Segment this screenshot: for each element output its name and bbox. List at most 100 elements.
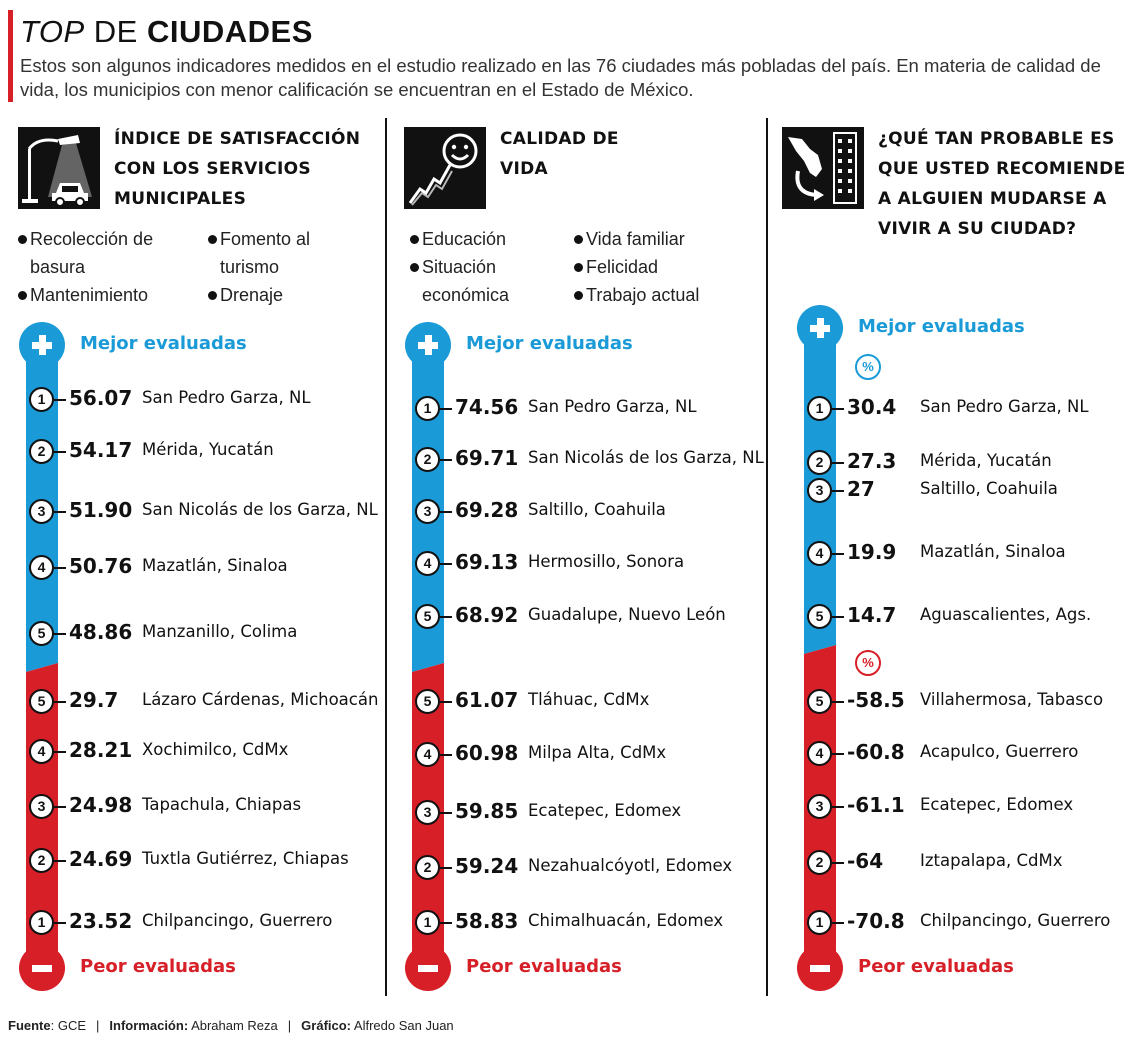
city-label: Ecatepec, Edomex [528,801,682,820]
city-label: Iztapalapa, CdMx [920,851,1063,870]
rank-badge: 4 [415,551,440,576]
rank-badge: 3 [807,478,832,503]
value-label: 69.71 [455,446,519,470]
city-label: Guadalupe, Nuevo León [528,605,726,624]
city-label: Mérida, Yucatán [142,440,274,459]
row-tick [54,399,66,401]
rank-badge: 2 [29,848,54,873]
value-label: 24.98 [69,793,133,817]
row-tick [832,862,844,864]
rank-badge: 5 [807,604,832,629]
value-label: 54.17 [69,438,133,462]
row-tick [54,806,66,808]
value-label: 56.07 [69,386,133,410]
row-tick [440,701,452,703]
bullet-item: Recolección de basura [18,225,198,281]
city-label: Villahermosa, Tabasco [920,690,1104,709]
minus-icon [19,945,65,991]
fuente-label: Fuente [8,1018,51,1033]
value-label: 30.4 [847,395,897,419]
value-label: 48.86 [69,620,133,644]
column-divider [385,118,387,996]
minus-icon [797,945,843,991]
value-label: 27 [847,477,875,501]
value-label: -64 [847,849,884,873]
rank-badge: 5 [29,621,54,646]
value-label: 51.90 [69,498,133,522]
row-tick [832,806,844,808]
city-label: San Pedro Garza, NL [142,388,311,407]
rank-badge: 2 [415,855,440,880]
bullet-item: Educación [410,225,560,253]
row-tick [832,490,844,492]
plus-vbar [817,318,824,338]
minus-icon [405,945,451,991]
city-label: Milpa Alta, CdMx [528,743,667,762]
value-label: 59.24 [455,854,519,878]
row-tick [440,754,452,756]
row-tick [832,922,844,924]
plus-icon [19,322,65,368]
city-label: Mérida, Yucatán [920,451,1052,470]
rank-badge: 4 [29,739,54,764]
row-tick [440,563,452,565]
value-label: 28.21 [69,738,133,762]
rank-badge: 1 [807,910,832,935]
value-label: -70.8 [847,909,905,933]
minus-bar [32,965,52,972]
city-label: Tapachula, Chiapas [142,795,302,814]
column-divider [766,118,768,996]
city-label: Tuxtla Gutiérrez, Chiapas [142,849,349,868]
footer-separator: | [287,1018,292,1033]
panel-servicios: ÍNDICE DE SATISFACCIÓN CON LOS SERVICIOS… [18,0,398,1000]
row-tick [54,567,66,569]
minus-bar [810,965,830,972]
city-label: Acapulco, Guerrero [920,742,1079,761]
city-label: Mazatlán, Sinaloa [920,542,1066,561]
row-tick [832,462,844,464]
value-label: -61.1 [847,793,905,817]
rank-badge: 3 [29,794,54,819]
row-tick [54,922,66,924]
page-subtitle: Estos son algunos indicadores medidos en… [20,55,1101,100]
value-label: -60.8 [847,740,905,764]
city-label: Hermosillo, Sonora [528,552,685,571]
value-label: 58.83 [455,909,519,933]
info-label: Información: [109,1018,189,1033]
row-tick [54,511,66,513]
best-label: Mejor evaluadas [466,333,633,354]
header-accent-bar [8,10,13,102]
title-bold: CIUDADES [146,14,313,49]
rank-badge: 4 [807,541,832,566]
rank-badge: 1 [807,396,832,421]
mexico-map-building-icon [782,127,864,209]
row-tick [440,511,452,513]
city-label: Tláhuac, CdMx [528,690,650,709]
city-label: Manzanillo, Colima [142,622,298,641]
grafico-label: Gráfico: [301,1018,352,1033]
city-label: San Pedro Garza, NL [528,397,697,416]
rank-badge: 3 [807,794,832,819]
plus-vbar [425,335,432,355]
rank-badge: 4 [29,555,54,580]
city-label: San Nicolás de los Garza, NL [528,448,764,467]
value-label: 61.07 [455,688,519,712]
value-label: 69.28 [455,498,519,522]
value-label: 24.69 [69,847,133,871]
streetlight-car-icon [18,127,100,209]
rank-badge: 4 [415,742,440,767]
rank-badge: 3 [415,499,440,524]
bullet-item: Felicidad [574,253,734,281]
best-label: Mejor evaluadas [80,333,247,354]
worst-label: Peor evaluadas [858,956,1014,977]
rank-badge: 5 [807,689,832,714]
value-label: 69.13 [455,550,519,574]
plus-vbar [39,335,46,355]
bullet-item: Vida familiar [574,225,734,253]
rank-badge: 5 [415,604,440,629]
fuente-value: GCE [57,1018,87,1033]
value-label: -58.5 [847,688,905,712]
smiley-growth-icon [404,127,486,209]
city-label: Aguascalientes, Ags. [920,605,1092,624]
row-tick [54,860,66,862]
